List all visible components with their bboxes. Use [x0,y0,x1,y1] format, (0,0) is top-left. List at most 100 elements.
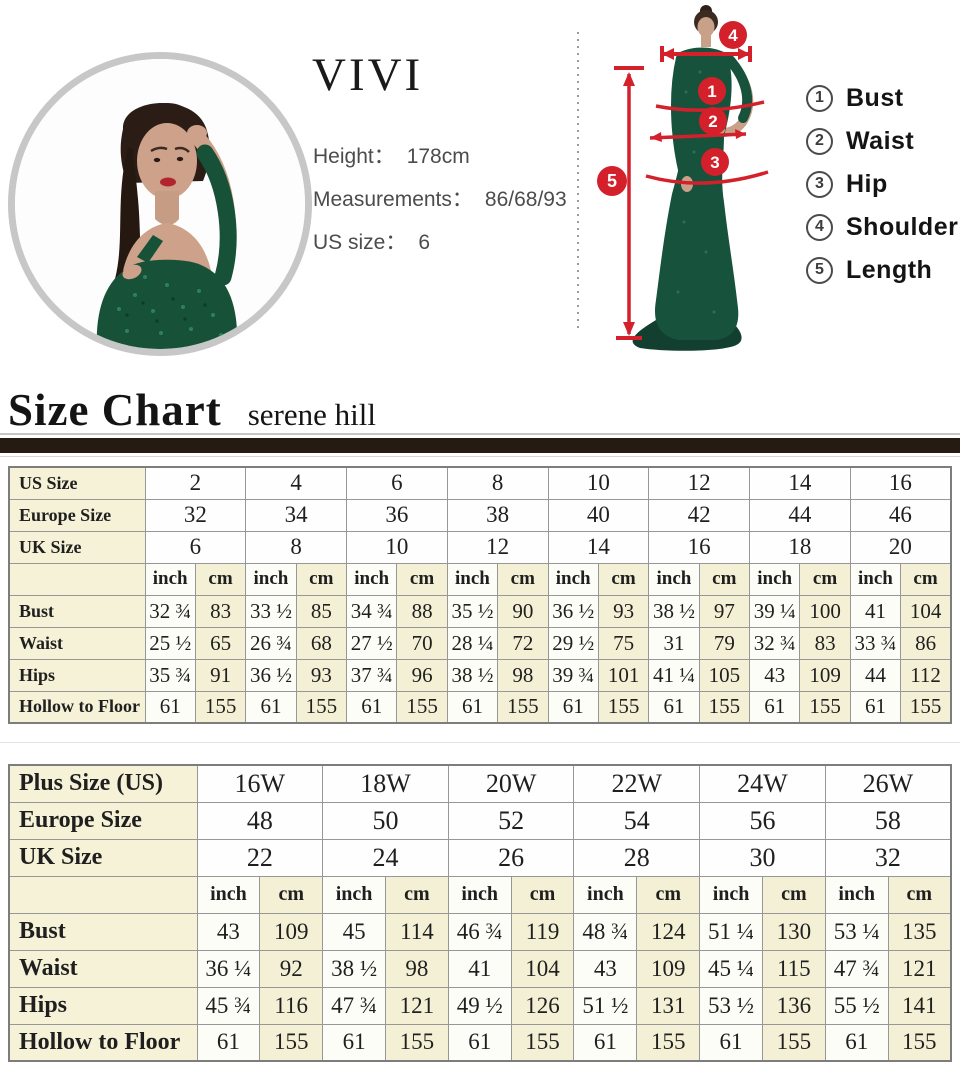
size-value: 34 [245,498,347,532]
measure-value: 49 ½ [447,986,512,1025]
table-row: Plus Size (US) 16W 18W 20W 22W 24W 26W [8,764,952,803]
unit-inch: inch [849,562,902,596]
measure-value: 121 [384,986,449,1025]
measure-value: 48 ¾ [573,912,638,951]
measure-value: 51 ¼ [699,912,763,951]
measure-value: 39 ¾ [547,658,599,692]
size-value: 48 [196,801,324,840]
row-label: Bust [8,912,198,951]
measure-value: 155 [259,1023,324,1062]
circled-number-icon: 3 [806,170,833,198]
unit-inch: inch [573,875,638,914]
measure-value: 104 [510,949,575,988]
measure-value: 155 [636,1023,701,1062]
measure-value: 155 [384,1023,449,1062]
row-label: Europe Size [8,801,198,840]
table-row: UK Size 6 8 10 12 14 16 18 20 [8,530,952,564]
size-value: 14 [749,466,851,500]
measure-value: 61 [345,690,398,724]
measure-value: 41 [447,949,512,988]
circled-number-icon: 1 [806,84,833,112]
size-value: 20 [849,530,952,564]
size-value: 28 [573,838,701,877]
measure-value: 43 [573,949,638,988]
table-row: Europe Size 32 34 36 38 40 42 44 46 [8,498,952,532]
measurement-badge-shoulder: 4 [719,21,747,49]
measure-value: 101 [597,658,650,692]
measure-value: 53 ½ [699,986,763,1025]
row-label [8,562,146,596]
size-value: 2 [144,466,247,500]
measure-value: 121 [887,949,952,988]
measure-value: 41 ¼ [648,658,700,692]
unit-inch: inch [824,875,889,914]
size-value: 20W [447,764,575,803]
size-value: 50 [322,801,449,840]
measure-value: 93 [295,658,348,692]
measure-value: 61 [245,690,297,724]
measure-value: 61 [144,690,196,724]
size-value: 4 [245,466,347,500]
measure-value: 155 [194,690,247,724]
table-row: Waist 36 ¼ 92 38 ½ 98 41 104 43 109 45 ¼ 115 47 ¾ 12… [8,949,952,988]
measure-value: 53 ¼ [824,912,889,951]
measure-value: 112 [900,658,952,692]
measure-value: 97 [698,594,751,628]
size-value: 38 [446,498,549,532]
size-value: 6 [144,530,247,564]
size-value: 18W [322,764,449,803]
measure-value: 31 [648,626,700,660]
measure-value: 61 [196,1023,261,1062]
size-value: 58 [824,801,952,840]
measure-value: 36 ¼ [196,949,261,988]
size-value: 24 [322,838,449,877]
measure-value: 79 [698,626,751,660]
measure-value: 43 [196,912,261,951]
table-row: Hips 45 ¾ 116 47 ¾ 121 49 ½ 126 51 ½ 131 53 ½ 136 5… [8,986,952,1025]
dress-measurement-diagram: 1 2 3 4 5 [566,2,802,354]
svg-text:3: 3 [710,153,719,172]
measure-value: 61 [849,690,902,724]
brand-subtitle: serene hill [247,397,376,432]
size-value: 12 [446,530,549,564]
row-label [8,875,198,914]
unit-cm: cm [698,562,751,596]
measure-value: 27 ½ [345,626,398,660]
measure-value: 33 ¾ [849,626,902,660]
size-value: 10 [547,466,650,500]
measurement-badge-waist: 2 [699,107,727,135]
measure-value: 45 [322,912,386,951]
row-label: Hips [8,658,146,692]
measure-value: 131 [636,986,701,1025]
measure-value: 44 [849,658,902,692]
unit-inch: inch [196,875,261,914]
row-label: US Size [8,466,146,500]
measure-value: 38 ½ [648,594,700,628]
size-table-plus: Plus Size (US) 16W 18W 20W 22W 24W 26W Europe S… [8,764,952,1062]
svg-text:5: 5 [607,171,617,191]
measure-value: 114 [384,912,449,951]
measure-value: 38 ½ [322,949,386,988]
unit-cm: cm [194,562,247,596]
divider-bar [0,438,960,453]
unit-inch: inch [322,875,386,914]
table-row: Bust 32 ¾ 83 33 ½ 85 34 ¾ 88 35 ½ 90 36 ½ 93 38 ½ 97… [8,594,952,628]
spec-value: 178cm [406,145,470,168]
size-value: 16 [849,466,952,500]
measure-value: 98 [497,658,549,692]
measure-value: 109 [636,949,701,988]
measurement-badge-bust: 1 [698,77,726,105]
measure-value: 28 ¼ [446,626,499,660]
table-row: Hollow to Floor 61 155 61 155 61 155 61 155 61 155… [8,690,952,724]
svg-text:1: 1 [707,82,716,101]
unit-cm: cm [597,562,650,596]
size-value: 12 [648,466,750,500]
measure-value: 36 ½ [547,594,599,628]
unit-cm: cm [900,562,952,596]
measure-value: 155 [510,1023,575,1062]
row-label: Europe Size [8,498,146,532]
spec-us-size: US size： 6 [313,230,567,256]
divider-line-bottom [0,456,960,457]
